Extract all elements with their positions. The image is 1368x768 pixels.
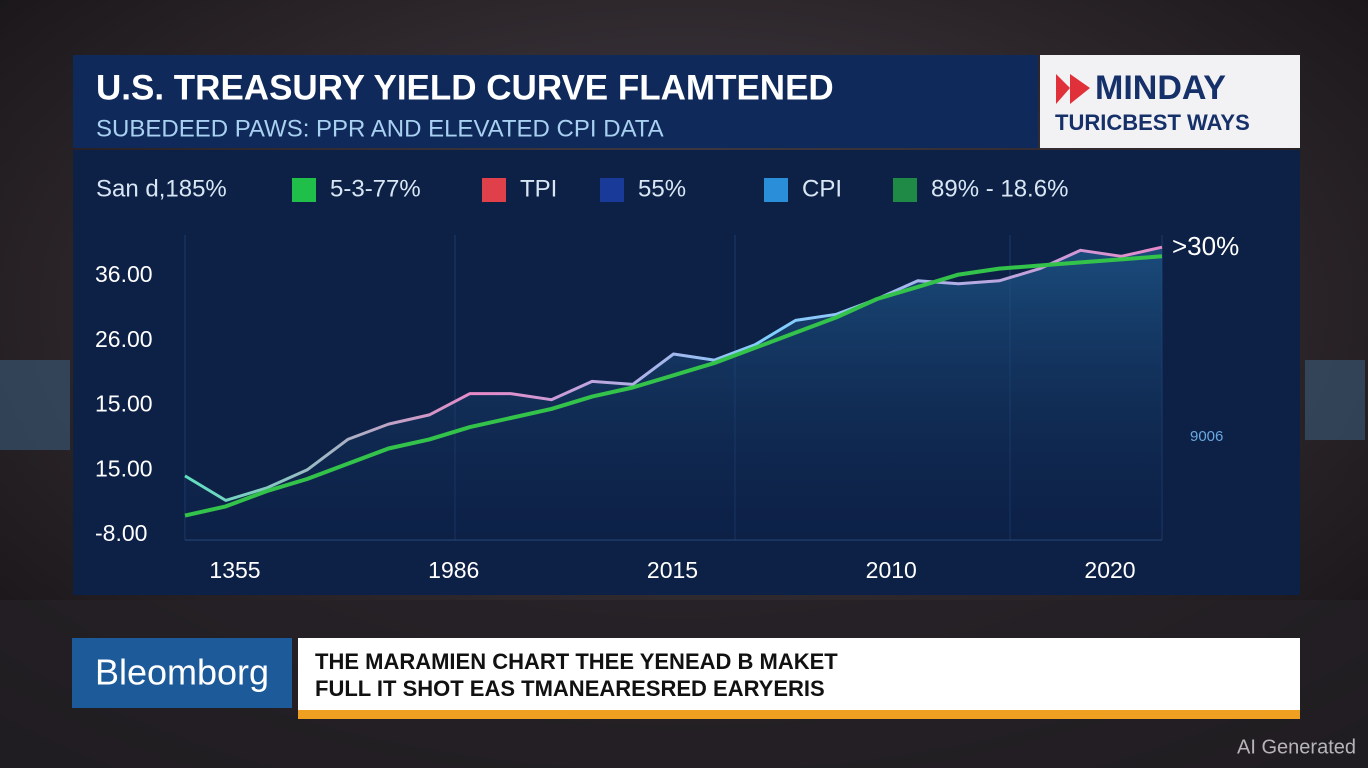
- ticker-line: THE MARAMIEN CHART THEE YENEAD B MAKET: [315, 649, 838, 674]
- ticker-line: FULL IT SHOT EAS TMANEARESRED EARYERIS: [315, 676, 825, 701]
- x-tick-label: 2010: [866, 557, 917, 583]
- area: [185, 247, 1162, 540]
- logo-tagline: TURICBEST WAYS: [1055, 110, 1250, 135]
- x-tick-label: 1986: [428, 557, 479, 583]
- ticker-stripe: [298, 710, 1300, 719]
- ticker-brand: Bleomborg: [95, 652, 269, 693]
- y-tick-label: 15.00: [95, 391, 153, 417]
- legend-swatch: [482, 178, 506, 202]
- y-tick-label: -8.00: [95, 520, 147, 546]
- line: [184, 254, 1163, 518]
- screen-right: [1305, 360, 1365, 440]
- legend-label: TPI: [520, 175, 557, 202]
- logo-box: [1040, 55, 1300, 148]
- watermark: AI Generated: [1237, 736, 1356, 758]
- legend-note: San d,185%: [96, 175, 227, 202]
- screen-left: [0, 360, 70, 450]
- y-tick-label: 26.00: [95, 326, 153, 352]
- x-tick-label: 1355: [209, 557, 260, 583]
- logo-icon: [1056, 74, 1090, 104]
- y-tick-label: 15.00: [95, 455, 153, 481]
- legend-swatch: [600, 178, 624, 202]
- x-tick-label: 2015: [647, 557, 698, 583]
- ticker-brand-box: [72, 638, 292, 708]
- legend-swatch: [893, 178, 917, 202]
- line: [184, 245, 1163, 502]
- legend-label: 55%: [638, 175, 686, 202]
- annotation: 9006: [1190, 428, 1223, 445]
- legend-label: 89% - 18.6%: [931, 175, 1068, 202]
- logo-name: MINDAY: [1095, 69, 1226, 107]
- header-band: [73, 55, 1038, 148]
- legend-label: 5-3-77%: [330, 175, 421, 202]
- legend-swatch: [292, 178, 316, 202]
- annotation: >30%: [1172, 231, 1239, 261]
- x-tick-label: 2020: [1084, 557, 1135, 583]
- chart: San d,185% 5-3-77% TPI 55% CPI 89% - 18.6% 36.…: [95, 175, 1239, 583]
- y-tick-label: 36.00: [95, 261, 153, 287]
- header-title: U.S. TREASURY YIELD CURVE FLAMTENED: [96, 68, 834, 107]
- header-subtitle: SUBEDEED PAWS: PPR AND ELEVATED CPI DATA: [96, 115, 664, 142]
- ticker-bar: [298, 638, 1300, 712]
- legend-swatch: [764, 178, 788, 202]
- legend-label: CPI: [802, 175, 842, 202]
